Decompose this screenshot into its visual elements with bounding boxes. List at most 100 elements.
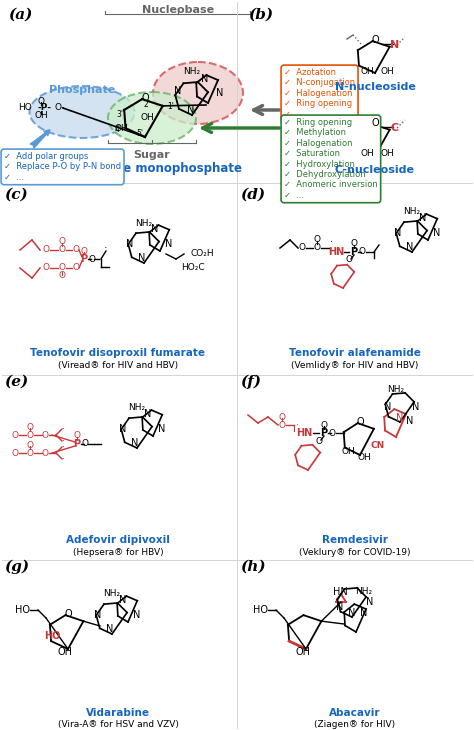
Text: OH: OH — [341, 447, 355, 456]
Text: N: N — [158, 424, 166, 434]
Text: N: N — [131, 438, 139, 448]
Text: N: N — [348, 608, 356, 618]
Text: O: O — [64, 609, 72, 619]
Text: NH₂: NH₂ — [403, 207, 420, 217]
Text: O: O — [299, 244, 306, 253]
Text: N: N — [394, 228, 401, 238]
Text: N: N — [151, 224, 159, 234]
Text: O: O — [42, 431, 48, 439]
Text: OH: OH — [357, 453, 371, 461]
Text: O: O — [279, 420, 285, 429]
Text: HO: HO — [15, 605, 30, 615]
Text: OH: OH — [380, 66, 394, 75]
Text: N: N — [138, 253, 146, 263]
Text: O: O — [58, 264, 65, 272]
Text: N: N — [126, 239, 134, 249]
Text: N: N — [337, 602, 344, 612]
Text: N: N — [187, 105, 195, 115]
Text: 4': 4' — [115, 125, 121, 134]
Text: Tenofovir alafenamide: Tenofovir alafenamide — [289, 348, 421, 358]
Text: N: N — [119, 595, 127, 605]
Text: OH: OH — [114, 124, 128, 133]
Text: (Hepsera® for HBV): (Hepsera® for HBV) — [73, 548, 164, 557]
Text: OH: OH — [57, 647, 73, 657]
Text: O: O — [82, 439, 89, 448]
Text: HO₂C: HO₂C — [181, 263, 205, 272]
Text: O: O — [27, 448, 34, 458]
Text: HN: HN — [296, 428, 312, 438]
Text: NH₂: NH₂ — [128, 404, 146, 412]
Text: O: O — [27, 440, 34, 450]
Text: O: O — [81, 247, 88, 255]
Text: (Vira-A® for HSV and VZV): (Vira-A® for HSV and VZV) — [57, 720, 178, 729]
Text: N: N — [201, 74, 209, 84]
Text: O: O — [346, 255, 353, 264]
Text: O: O — [58, 272, 65, 280]
Text: 2': 2' — [143, 100, 150, 109]
Text: Adefovir dipivoxil: Adefovir dipivoxil — [66, 535, 170, 545]
Text: N: N — [94, 610, 102, 620]
Text: N: N — [144, 409, 152, 419]
Ellipse shape — [108, 92, 196, 144]
Text: N: N — [396, 413, 404, 423]
Text: O: O — [279, 412, 285, 421]
Text: HO: HO — [18, 104, 32, 112]
Text: O: O — [43, 264, 49, 272]
Text: (d): (d) — [240, 188, 265, 202]
Text: O: O — [58, 237, 65, 247]
Text: N: N — [412, 402, 419, 412]
Text: (f): (f) — [240, 375, 261, 389]
Text: NH₂: NH₂ — [136, 218, 153, 228]
Text: N: N — [406, 416, 414, 426]
Text: N: N — [106, 624, 114, 634]
Text: O: O — [89, 255, 95, 264]
Text: N: N — [174, 86, 182, 96]
Text: P: P — [81, 254, 88, 264]
Text: ·: · — [63, 442, 65, 452]
Text: (g): (g) — [4, 560, 29, 575]
Text: N: N — [119, 424, 127, 434]
Text: O: O — [356, 417, 364, 427]
Text: O: O — [350, 239, 357, 248]
Text: CO₂H: CO₂H — [191, 250, 215, 258]
Text: HN: HN — [333, 587, 347, 597]
Text: N: N — [391, 40, 400, 50]
Text: Remdesivir: Remdesivir — [322, 535, 388, 545]
Text: ✓  Add polar groups
✓  Replace P-O by P-N bond
✓  ...: ✓ Add polar groups ✓ Replace P-O by P-N … — [4, 152, 121, 182]
Text: (Viread® for HIV and HBV): (Viread® for HIV and HBV) — [58, 361, 178, 370]
Text: N: N — [133, 610, 141, 620]
Text: (Veklury® for COVID-19): (Veklury® for COVID-19) — [299, 548, 411, 557]
Text: N: N — [419, 213, 427, 223]
Text: Sugar: Sugar — [134, 150, 170, 160]
Text: C: C — [391, 123, 399, 133]
Text: HO: HO — [44, 631, 60, 641]
Text: ✓  Azotation
✓  N-conjugation
✓  Halogenation
✓  Ring opening
✓  ...: ✓ Azotation ✓ N-conjugation ✓ Halogenati… — [284, 68, 355, 118]
Text: (c): (c) — [4, 188, 28, 202]
Text: O: O — [371, 35, 379, 45]
Text: OH: OH — [34, 110, 48, 120]
Text: O: O — [371, 118, 379, 128]
Text: C-nucleoside: C-nucleoside — [335, 165, 415, 175]
Text: (a): (a) — [8, 8, 32, 22]
Text: O: O — [141, 93, 149, 103]
Text: NH₂: NH₂ — [356, 588, 373, 596]
Text: N: N — [360, 608, 368, 618]
Text: Phosphate: Phosphate — [49, 85, 115, 95]
Text: O: O — [37, 96, 45, 106]
Text: P: P — [350, 247, 357, 257]
Text: N-nucleoside: N-nucleoside — [335, 82, 415, 92]
Text: O: O — [313, 236, 320, 245]
Text: NH₂: NH₂ — [183, 66, 201, 75]
Text: ·: · — [63, 424, 65, 434]
Text: N: N — [216, 88, 224, 98]
Text: Nucleobase: Nucleobase — [142, 5, 214, 15]
Text: N: N — [384, 402, 392, 412]
Text: O: O — [316, 437, 322, 445]
Text: (e): (e) — [4, 375, 28, 389]
Text: N: N — [433, 228, 441, 238]
Text: -P-: -P- — [38, 104, 52, 112]
Text: O: O — [73, 245, 80, 255]
Text: P: P — [320, 428, 328, 438]
Text: ·: · — [297, 420, 300, 430]
Text: ·: · — [104, 243, 108, 253]
